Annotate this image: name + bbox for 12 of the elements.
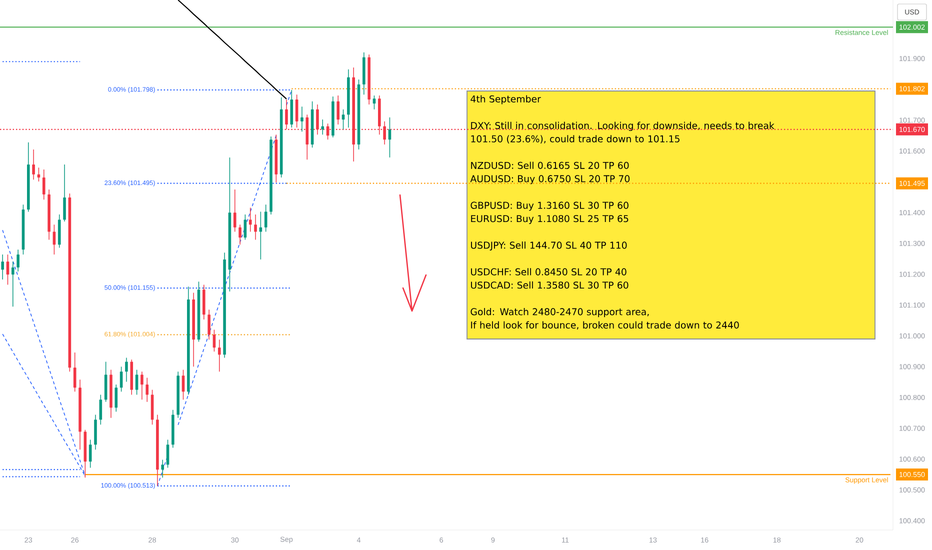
annotation: 101.50 (23.6%), could trade down to 101.15: [471, 135, 680, 144]
annotation: USDCHF: Sell 0.8450 SL 20 TP 40: [471, 268, 626, 276]
annotation: DXY: Still in consolidation. Looking for downside, needs to break: [471, 122, 774, 131]
annotation: EURUSD: Buy 1.1080 SL 25 TP 65: [471, 215, 628, 224]
annotation: 4th September: [470, 95, 541, 104]
annotation: AUDUSD: Buy 0.6750 SL 20 TP 70: [470, 175, 630, 184]
annotation: If held look for bounce, broken could trade down to 2440: [471, 321, 739, 330]
annotation: NZDUSD: Sell 0.6165 SL 20 TP 60: [471, 162, 629, 169]
annotation: GBPUSD: Buy 1.3160 SL 30 TP 60: [470, 202, 628, 211]
annotation: USDJPY: Sell 144.70 SL 40 TP 110: [471, 242, 627, 251]
annotation: Gold: Watch 2480-2470 support area,: [470, 308, 649, 318]
annotation: USDCAD: Sell 1.3580 SL 30 TP 60: [471, 281, 628, 289]
